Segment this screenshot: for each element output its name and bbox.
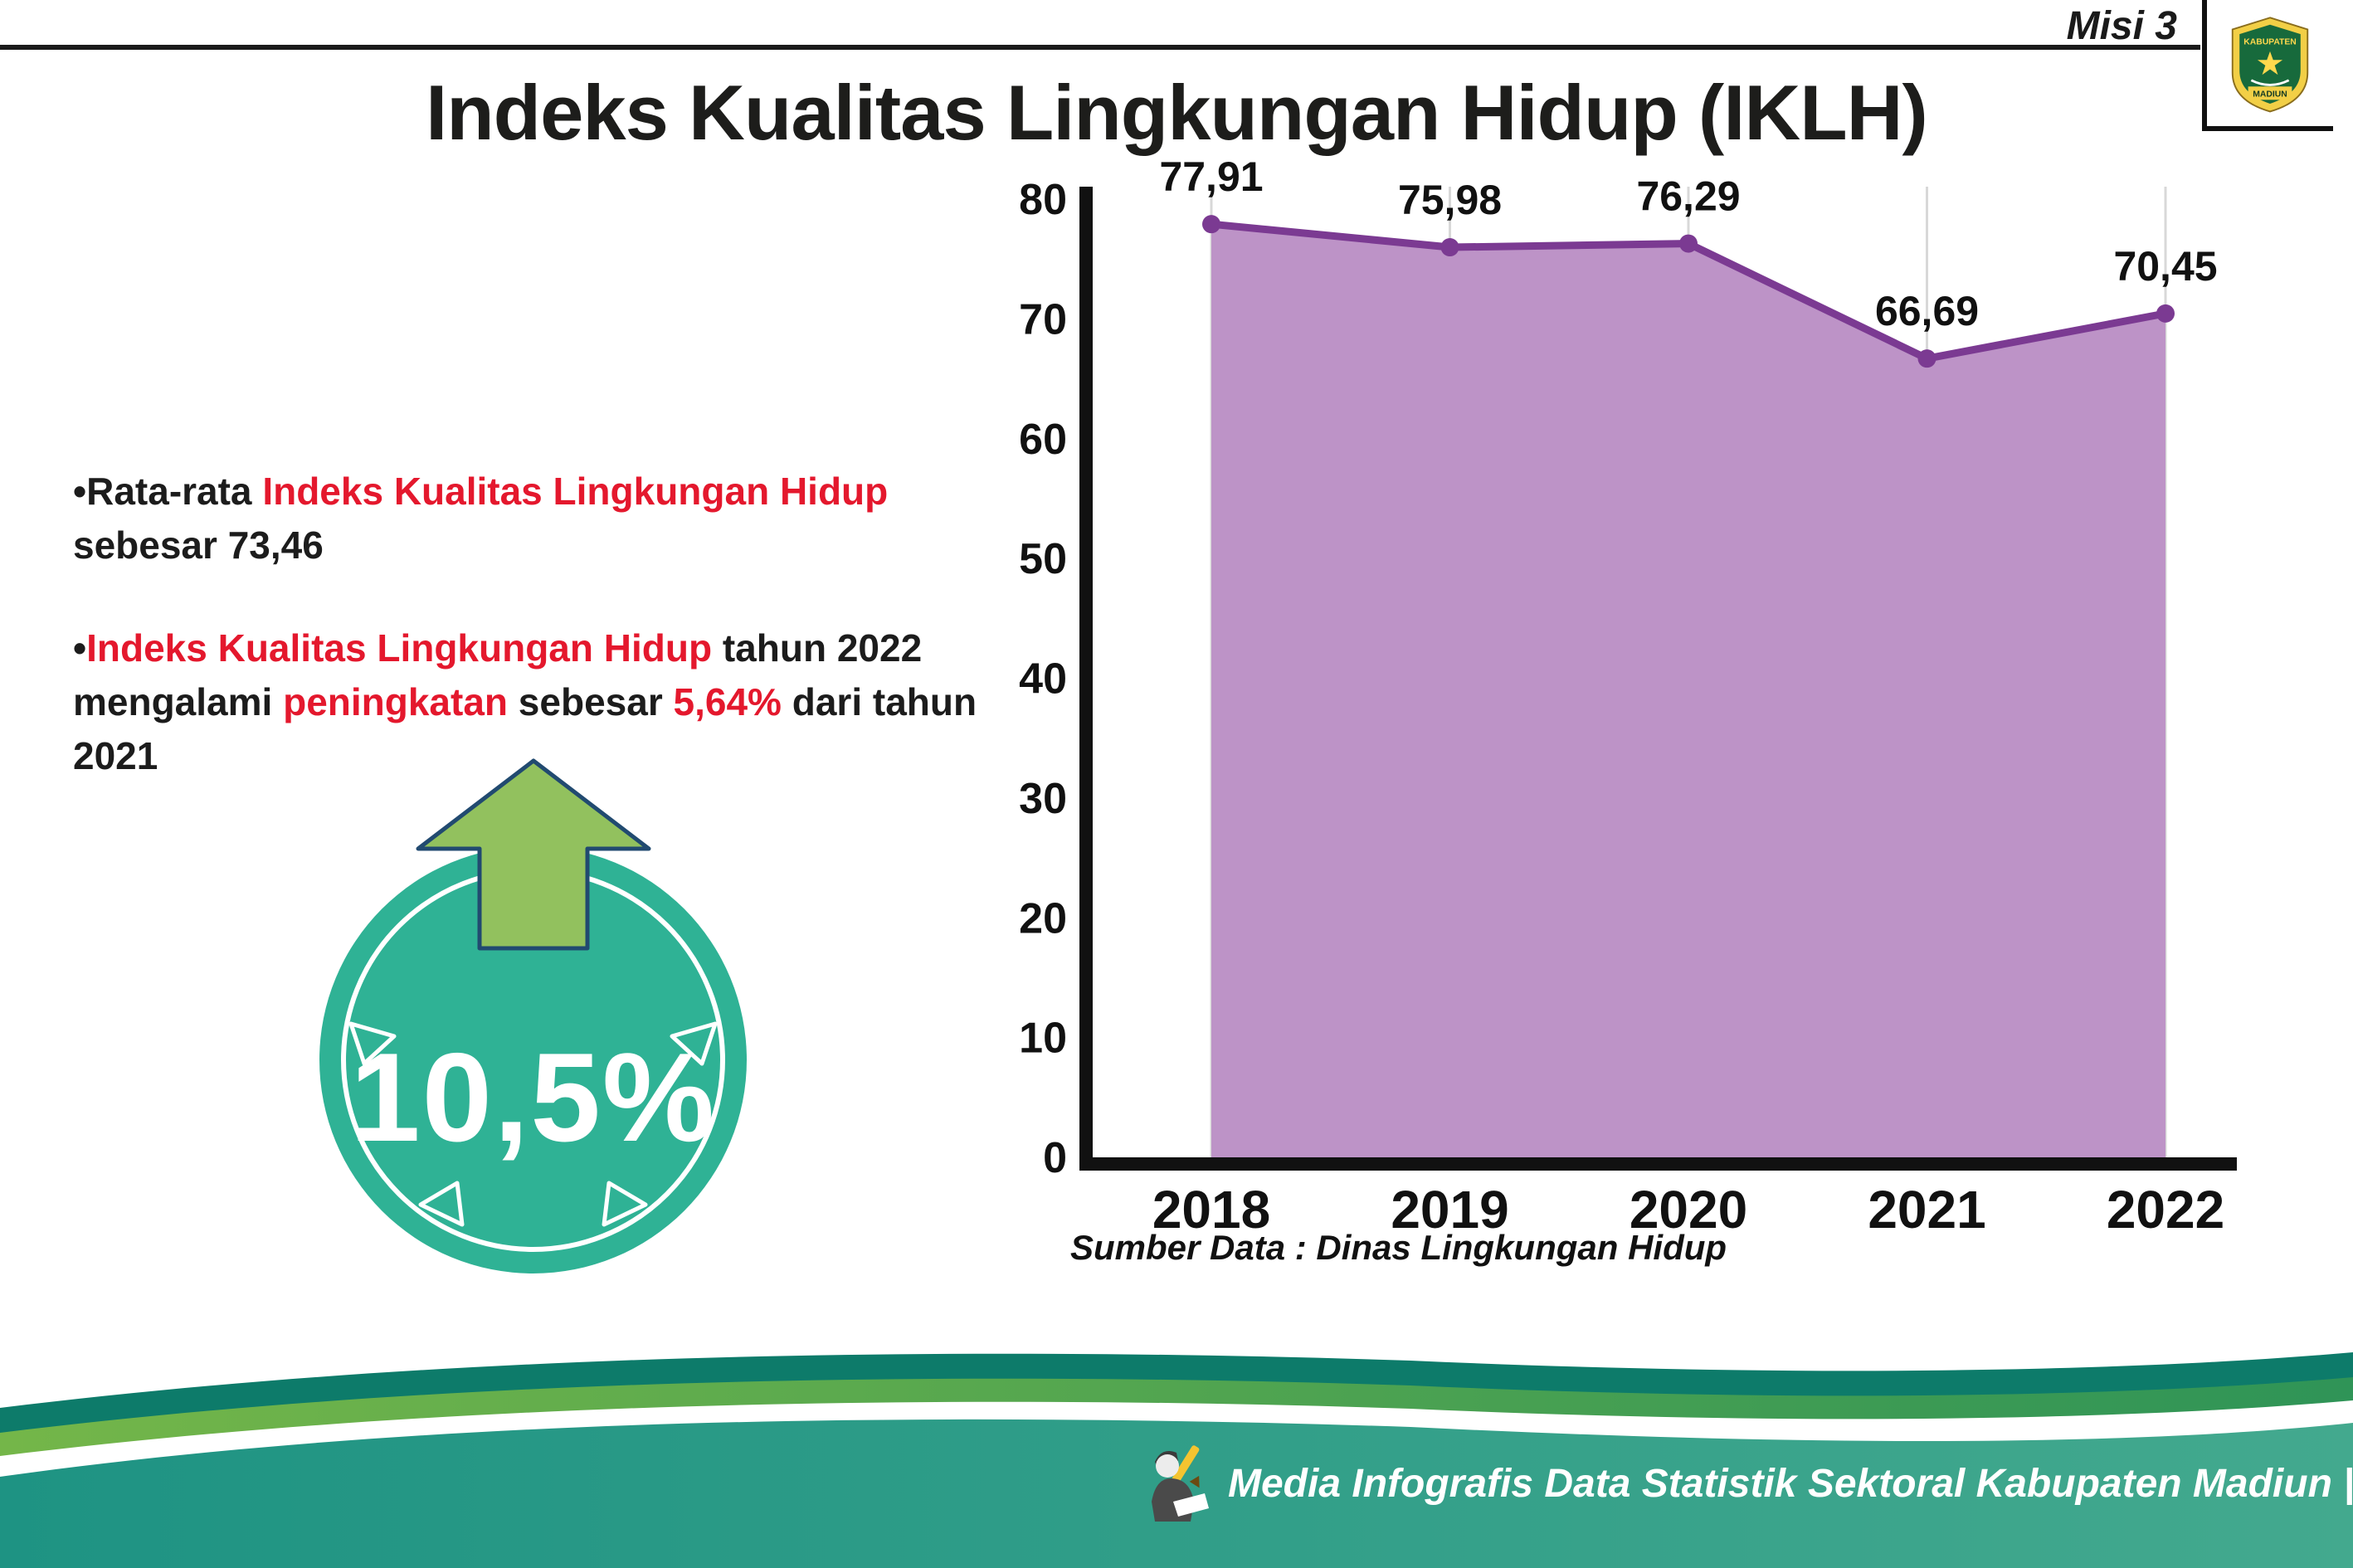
y-tick-label: 80 <box>1019 176 1067 224</box>
increase-badge: 10,5% <box>319 758 747 1273</box>
chart-source-note: Sumber Data : Dinas Lingkungan Hidup <box>1070 1228 1727 1267</box>
triangle-icon <box>602 1181 648 1227</box>
y-axis <box>1079 187 1093 1171</box>
page-title: Indeks Kualitas Lingkungan Hidup (IKLH) <box>426 69 1928 156</box>
data-point <box>2156 304 2175 323</box>
value-label: 75,98 <box>1398 177 1502 223</box>
data-point <box>1917 349 1936 368</box>
bullet-text: tahun 2022 mengalami <box>73 626 923 723</box>
kabupaten-madiun-logo: KABUPATEN MADIUN <box>2202 0 2333 131</box>
value-label: 77,91 <box>1159 153 1263 200</box>
y-tick-label: 40 <box>1019 655 1067 704</box>
x-axis <box>1079 1157 2237 1171</box>
bullet-text: dari tahun 2021 <box>73 679 977 778</box>
bullet-marker: • <box>73 626 87 670</box>
data-point <box>1440 238 1459 257</box>
bullet-text-highlight: peningkatan <box>283 679 509 723</box>
shield-logo-icon: KABUPATEN MADIUN <box>2231 17 2309 113</box>
data-point <box>1679 234 1698 253</box>
bullet-average-iklh: •Rata-rata Indeks Kualitas Lingkungan Hi… <box>73 465 977 573</box>
x-tick-label: 2022 <box>2107 1180 2224 1239</box>
chart-canvas: 0 10 20 30 40 50 60 70 80 2018 2019 2020 2021 2022 77,… <box>1019 153 2237 1239</box>
badge-percentage: 10,5% <box>350 1027 716 1168</box>
value-label: 66,69 <box>1875 288 1979 334</box>
misi-label: Misi 3 <box>2066 4 2177 48</box>
footer-credit: Media Infografis Data Statistik Sektoral… <box>1145 1442 2353 1525</box>
bullet-text: sebesar <box>508 679 674 723</box>
bullet-text-highlight: Indeks Kualitas Lingkungan Hidup <box>86 626 713 670</box>
y-tick-label: 10 <box>1019 1015 1067 1063</box>
bullet-text: sebesar 73,46 <box>73 523 324 567</box>
logo-star-icon <box>2257 51 2283 75</box>
summary-bullets: •Rata-rata Indeks Kualitas Lingkungan Hi… <box>73 465 977 832</box>
mascot-icon <box>1152 1445 1209 1522</box>
iklh-area-chart: 0 10 20 30 40 50 60 70 80 2018 2019 2020 2021 2022 77,… <box>962 149 2257 1303</box>
bullet-text-highlight: Indeks Kualitas Lingkungan Hidup <box>262 470 889 513</box>
triangle-icon <box>348 1021 397 1066</box>
y-tick-label: 60 <box>1019 416 1067 464</box>
x-tick-label: 2019 <box>1391 1180 1508 1239</box>
footer-credit-text: Media Infografis Data Statistik Sektoral… <box>1228 1461 2353 1506</box>
x-tick-label: 2020 <box>1630 1180 1747 1239</box>
y-tick-label: 50 <box>1019 535 1067 583</box>
triangle-icon <box>418 1181 465 1227</box>
area-fill <box>1211 224 2165 1158</box>
bullet-text-highlight: 5,64% <box>673 679 782 723</box>
y-tick-label: 20 <box>1019 894 1067 942</box>
x-tick-label: 2021 <box>1868 1180 1985 1239</box>
bullet-text: Rata-rata <box>86 470 263 513</box>
logo-bottom-text: MADIUN <box>2253 90 2287 100</box>
bullet-marker: • <box>73 470 87 513</box>
x-tick-label: 2018 <box>1152 1180 1270 1239</box>
logo-ribbon <box>2248 86 2292 100</box>
data-point <box>1202 215 1220 234</box>
y-tick-label: 70 <box>1019 295 1067 343</box>
y-tick-label: 30 <box>1019 775 1067 823</box>
up-arrow-icon <box>416 758 651 951</box>
value-label: 76,29 <box>1636 173 1740 220</box>
value-label: 70,45 <box>2113 243 2217 290</box>
header-rule <box>0 45 2200 50</box>
logo-top-text: KABUPATEN <box>2243 37 2297 46</box>
logo-ornament <box>2250 79 2290 86</box>
y-tick-label: 0 <box>1043 1134 1067 1182</box>
badge-triangle-ornaments <box>348 1021 718 1227</box>
triangle-icon <box>670 1021 718 1066</box>
bullet-iklh-increase: •Indeks Kualitas Lingkungan Hidup tahun … <box>73 621 977 784</box>
